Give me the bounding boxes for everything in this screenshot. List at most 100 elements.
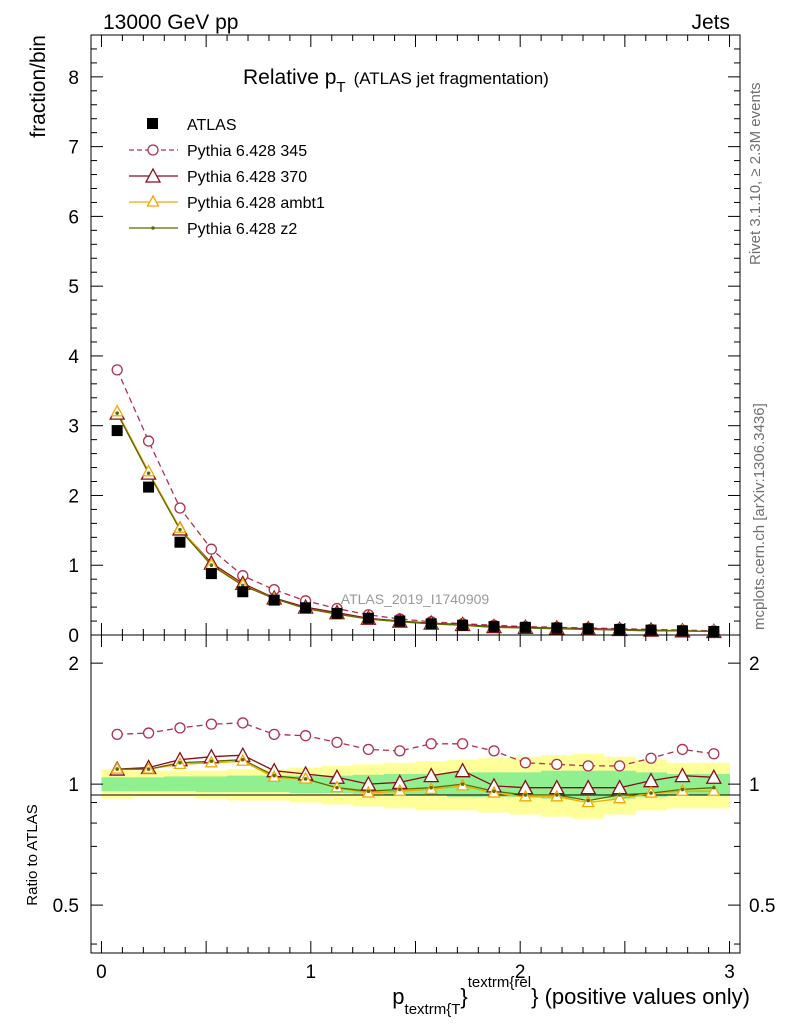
ratio-panel: 0.5 0.5 1 1 2 2 — [53, 634, 776, 954]
band-inner-bin — [132, 777, 165, 792]
legend-marker-square — [147, 118, 158, 129]
y-tick-label: 8 — [68, 68, 79, 89]
ratio-marker-z2 — [397, 787, 402, 792]
legend-marker-triangle — [144, 167, 162, 183]
data-point-atlas — [425, 618, 437, 630]
ratio-marker-p345 — [142, 727, 155, 739]
ratio-marker-p345 — [111, 728, 123, 741]
ratio-marker-p345 — [299, 730, 312, 742]
band-inner-bin — [101, 777, 134, 792]
ratio-axis-ticks — [91, 635, 740, 953]
x-tick-label: 0 — [96, 962, 107, 983]
y-tick-label: 6 — [68, 207, 79, 228]
ratio-marker-p345 — [488, 745, 500, 757]
ratio-marker-p345 — [456, 738, 469, 750]
legend-entry-z2: Pythia 6.428 z2 — [129, 221, 297, 238]
y-tick-label: 2 — [68, 486, 79, 507]
ratio-y-tick-label: 0.5 — [53, 896, 79, 917]
ratio-y-axis-label: Ratio to ATLAS — [24, 804, 41, 905]
ratio-marker-z2 — [146, 767, 151, 771]
ratio-marker-p345 — [613, 760, 626, 772]
ratio-marker-z2 — [335, 785, 339, 790]
marker-p345 — [205, 543, 218, 555]
ratio-marker-z2 — [209, 759, 214, 764]
main-series — [109, 364, 722, 639]
data-point-atlas — [676, 625, 688, 637]
ratio-y-tick-labels: 0.5 0.5 1 1 2 2 — [53, 654, 776, 917]
data-point-atlas — [551, 622, 563, 634]
header-left-label: 13000 GeV pp — [103, 11, 238, 34]
ratio-marker-p345 — [425, 738, 437, 750]
marker-z2 — [209, 563, 214, 568]
legend: ATLAS Pythia 6.428 345 Pythia 6.428 370 … — [129, 117, 325, 238]
marker-z2 — [178, 527, 182, 532]
band-inner-bin — [164, 776, 197, 792]
marker-ambt1 — [110, 404, 124, 417]
data-point-atlas — [174, 536, 186, 548]
ratio-marker-z2 — [680, 787, 685, 792]
legend-entry-ambt1: Pythia 6.428 ambt1 — [129, 194, 325, 212]
y-tick-label: 0 — [68, 626, 79, 647]
header-right-label: Jets — [691, 11, 730, 34]
analysis-watermark: ATLAS_2019_I1740909 — [341, 591, 490, 607]
ratio-marker-z2 — [303, 777, 308, 781]
ratio-marker-p345 — [331, 736, 343, 749]
ratio-marker-p345 — [582, 760, 594, 772]
ratio-marker-z2 — [178, 760, 182, 765]
y-tick-label: 3 — [68, 417, 79, 438]
chart-title: Relative pT (ATLAS jet fragmentation) — [243, 66, 549, 96]
data-point-atlas — [488, 621, 500, 633]
ratio-marker-z2 — [492, 789, 496, 794]
band-inner-bin — [195, 776, 228, 793]
ratio-marker-p345 — [237, 717, 249, 729]
ratio-marker-z2 — [240, 757, 245, 762]
marker-z2 — [115, 411, 119, 415]
y-tick-label: 5 — [68, 277, 79, 298]
x-tick-labels: 0 1 2 3 — [96, 962, 735, 983]
data-point-atlas — [519, 621, 531, 633]
ratio-marker-p370 — [423, 767, 440, 783]
marker-z2 — [146, 471, 151, 475]
ratio-marker-p345 — [676, 743, 689, 756]
ratio-marker-p345 — [708, 748, 720, 760]
ratio-marker-z2 — [712, 785, 716, 790]
ratio-marker-p345 — [551, 758, 563, 770]
y-tick-label: 1 — [68, 556, 79, 577]
data-point-atlas — [300, 602, 312, 614]
main-y-axis-label: fraction/bin — [27, 35, 50, 138]
main-y-tick-labels: 0 1 2 3 4 5 6 7 8 — [68, 68, 79, 647]
legend-label: ATLAS — [187, 117, 237, 134]
ratio-marker-z2 — [586, 798, 591, 803]
ratio-marker-p345 — [519, 757, 532, 769]
ratio-marker-z2 — [460, 782, 465, 786]
ratio-marker-p345 — [394, 745, 406, 757]
data-point-atlas — [331, 607, 343, 619]
ratio-marker-p370 — [580, 779, 597, 795]
data-point-atlas — [614, 623, 626, 635]
y-tick-label: 4 — [68, 347, 79, 368]
data-point-atlas — [582, 623, 594, 635]
ratio-marker-p370 — [454, 762, 471, 778]
ratio-marker-z2 — [115, 767, 119, 771]
ratio-marker-p370 — [705, 768, 722, 784]
ratio-y-tick-label-right: 0.5 — [749, 896, 775, 917]
legend-label: Pythia 6.428 370 — [187, 169, 307, 186]
ratio-marker-p345 — [362, 743, 375, 756]
x-tick-label: 2 — [515, 962, 526, 983]
legend-marker-triangle — [146, 194, 160, 207]
ratio-marker-p345 — [645, 752, 657, 764]
legend-label: Pythia 6.428 345 — [187, 143, 307, 160]
ratio-marker-z2 — [555, 793, 559, 797]
legend-marker-circle — [147, 144, 159, 156]
ratio-marker-p345 — [205, 718, 218, 730]
data-point-atlas — [143, 481, 155, 493]
marker-ambt1 — [141, 464, 156, 477]
legend-label: Pythia 6.428 ambt1 — [187, 195, 325, 212]
ratio-marker-ambt1 — [613, 791, 627, 804]
marker-p345 — [142, 435, 155, 447]
data-point-atlas — [645, 624, 657, 636]
data-point-atlas — [237, 586, 249, 598]
ratio-marker-p345 — [174, 722, 186, 734]
legend-entry-345: Pythia 6.428 345 — [129, 143, 307, 160]
